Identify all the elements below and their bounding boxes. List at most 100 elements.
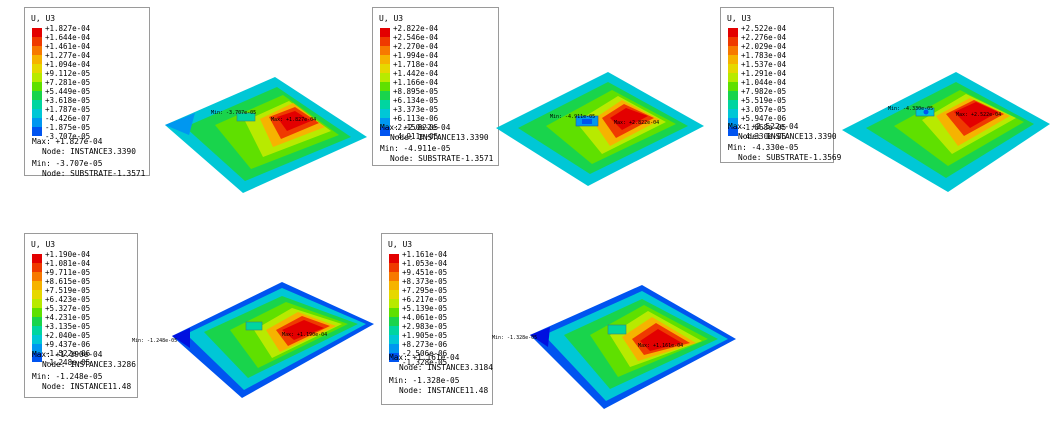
legend-level: +6.217e-05	[402, 295, 448, 304]
scale-swatch	[728, 37, 738, 46]
scale-swatch	[32, 73, 42, 82]
legend-level: +1.461e-04	[45, 42, 91, 51]
legend-level: +1.190e-04	[45, 250, 91, 259]
legend-level: +7.982e-05	[741, 87, 787, 96]
scale-swatch	[32, 290, 42, 299]
legend-level: +1.827e-04	[45, 24, 91, 33]
max-node: Node: INSTANCE13.3390	[390, 133, 489, 142]
legend-level: +5.947e-06	[741, 114, 787, 123]
max-probe-label: Max: +2.522e-04	[956, 112, 1001, 118]
scale-swatch	[728, 118, 738, 127]
scale-swatch	[32, 299, 42, 308]
legend-level: +1.994e-04	[393, 51, 439, 60]
deformed-plate-4: Min: -1.248e-05 Max: +1.190e-04	[132, 282, 374, 398]
scale-swatch	[32, 100, 42, 109]
max-probe-label: Max: +1.190e-04	[282, 332, 327, 338]
legend-level: +2.546e-04	[393, 33, 439, 42]
legend-title: U, U3	[31, 14, 56, 23]
deformed-plate-3: Min: -4.330e-05 Max: +2.522e-04	[842, 72, 1050, 192]
legend-box-3: U, U3 +2.522e-04 +2.276e-04 +2.029e-04 +1.7…	[720, 7, 841, 163]
legend-level: +4.061e-05	[402, 313, 448, 322]
legend-level: +7.281e-05	[45, 78, 91, 87]
legend-box-2: U, U3 +2.822e-04 +2.546e-04 +2.270e-04 +1.9…	[372, 7, 499, 166]
legend-level: -4.911e-05	[393, 132, 439, 141]
legend-level: -1.248e-05	[45, 358, 91, 367]
legend-level: +2.822e-04	[393, 24, 439, 33]
scale-swatch	[380, 127, 390, 136]
legend-title: U, U3	[727, 14, 752, 23]
scale-swatch	[389, 290, 399, 299]
min-probe-label: Min: -4.911e-05	[550, 114, 595, 120]
scale-swatch	[32, 118, 42, 127]
min-probe-label: Min: -1.248e-05	[132, 338, 177, 344]
scale-swatch	[32, 263, 42, 272]
scale-swatch	[389, 344, 399, 353]
scale-swatch	[728, 73, 738, 82]
legend-level: -1.522e-06	[45, 349, 91, 358]
scale-swatch	[380, 118, 390, 127]
scale-swatch	[380, 46, 390, 55]
min-label: Min: -3.707e-05	[32, 159, 103, 168]
legend-level: +1.044e-04	[741, 78, 787, 87]
legend-level: +8.273e-06	[402, 340, 448, 349]
scale-swatch	[32, 272, 42, 281]
scale-swatch	[32, 91, 42, 100]
min-node: Node: SUBSTRATE-1.3569	[738, 153, 842, 162]
legend-level: +3.135e-05	[45, 322, 91, 331]
min-label: Min: -1.328e-05	[389, 376, 460, 385]
legend-box-5: U, U3 +1.161e-04 +1.053e-04 +9.451e-05 +8.3…	[381, 233, 493, 405]
min-probe-label: Min: -4.330e-05	[888, 106, 933, 112]
legend-level: +4.231e-05	[45, 313, 91, 322]
legend-level: +1.644e-04	[45, 33, 91, 42]
min-label: Min: -4.911e-05	[380, 144, 451, 153]
legend-title: U, U3	[388, 240, 413, 249]
legend-level: +9.112e-05	[45, 69, 91, 78]
scale-swatch	[728, 46, 738, 55]
scale-swatch	[32, 46, 42, 55]
legend-level: +6.134e-05	[393, 96, 439, 105]
legend-level: +1.718e-04	[393, 60, 439, 69]
max-probe-label: Max: +2.822e-04	[614, 120, 659, 126]
scale-swatch	[32, 353, 42, 362]
max-node: Node: INSTANCE3.3390	[42, 147, 136, 156]
color-scale	[728, 28, 738, 136]
scale-swatch	[32, 254, 42, 263]
legend-level: +9.437e-06	[45, 340, 91, 349]
legend-level: +1.905e-05	[402, 331, 448, 340]
legend-level: +1.166e-04	[393, 78, 439, 87]
legend-level: +5.449e-05	[45, 87, 91, 96]
scale-swatch	[380, 100, 390, 109]
scale-swatch	[728, 91, 738, 100]
legend-level: -2.506e-06	[402, 349, 448, 358]
legend-level: +1.783e-04	[741, 51, 787, 60]
scale-swatch	[728, 55, 738, 64]
max-label: Max: +1.827e-04	[32, 137, 103, 146]
max-probe-label: Max: +1.827e-04	[271, 117, 316, 123]
legend-level: +5.327e-05	[45, 304, 91, 313]
legend-level: -1.328e-05	[402, 358, 448, 367]
max-node: Node: INSTANCE3.3286	[42, 360, 136, 369]
min-probe-label: Min: -1.328e-05	[492, 335, 537, 341]
scale-swatch	[32, 326, 42, 335]
legend-level: +1.291e-04	[741, 69, 787, 78]
scale-swatch	[32, 28, 42, 37]
scale-swatch	[389, 308, 399, 317]
scale-swatch	[728, 82, 738, 91]
legend-level: +7.519e-05	[45, 286, 91, 295]
deformed-plate-2: Min: -4.911e-05 Max: +2.822e-04	[496, 72, 704, 186]
legend-level: -1.875e-05	[45, 123, 91, 132]
legend-level: +1.081e-04	[45, 259, 91, 268]
legend-level: +2.522e-04	[741, 24, 787, 33]
scale-swatch	[380, 37, 390, 46]
scale-swatch	[32, 281, 42, 290]
scale-swatch	[380, 28, 390, 37]
scale-swatch	[380, 82, 390, 91]
legend-level: -3.707e-05	[45, 132, 91, 141]
legend-levels: +2.522e-04 +2.276e-04 +2.029e-04 +1.783e-04…	[741, 24, 786, 141]
scale-swatch	[389, 272, 399, 281]
color-scale	[389, 254, 399, 362]
legend-level: -2.150e-05	[393, 123, 439, 132]
legend-level: +1.053e-04	[402, 259, 448, 268]
scale-swatch	[728, 127, 738, 136]
min-node: Node: SUBSTRATE-1.3571	[390, 154, 494, 163]
